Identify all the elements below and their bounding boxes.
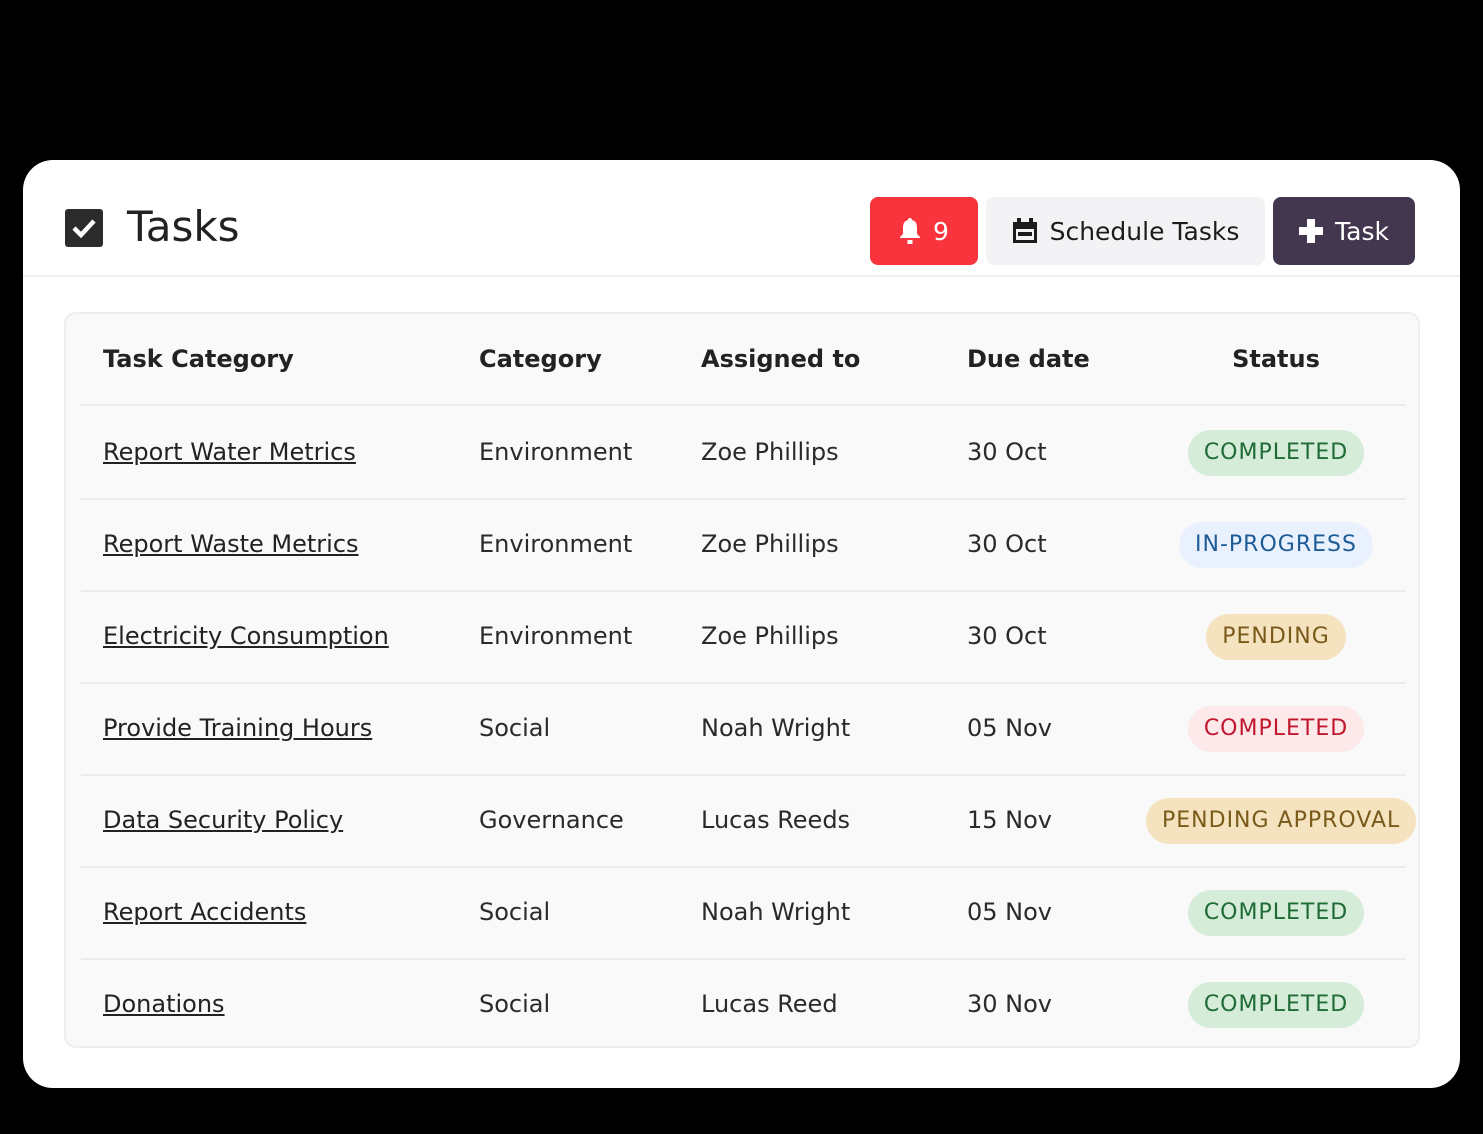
assigned-cell: Lucas Reeds [701,806,851,834]
bell-icon [900,218,921,244]
column-header: Category [479,345,602,373]
category-cell: Environment [479,530,633,558]
assigned-cell: Zoe Phillips [701,438,839,466]
status-badge: PENDING APPROVAL [1146,798,1417,844]
card-header: Tasks 9 Schedule Tasks Task [23,160,1460,277]
category-cell: Social [479,990,551,1018]
table-row: Donations Social Lucas Reed 30 Nov COMPL… [81,958,1406,1050]
category-cell: Social [479,898,551,926]
status-badge: COMPLETED [1187,706,1365,752]
task-link[interactable]: Report Water Metrics [103,438,356,466]
category-cell: Social [479,714,551,742]
status-badge: COMPLETED [1187,982,1365,1028]
category-cell: Environment [479,438,633,466]
column-header: Task Category [103,345,294,373]
due-date-cell: 05 Nov [967,714,1053,742]
notifications-button[interactable]: 9 [870,197,978,265]
status-badge: COMPLETED [1187,430,1365,476]
status-badge: COMPLETED [1187,890,1365,936]
category-cell: Environment [479,622,633,650]
table-header-row: Task Category Category Assigned to Due d… [81,314,1406,406]
notification-count: 9 [933,216,949,246]
tasks-table: Task Category Category Assigned to Due d… [64,312,1420,1048]
column-header: Assigned to [701,345,861,373]
table-row: Provide Training Hours Social Noah Wrigh… [81,682,1406,776]
due-date-cell: 30 Oct [967,530,1047,558]
due-date-cell: 30 Nov [967,990,1053,1018]
assigned-cell: Lucas Reed [701,990,838,1018]
table-row: Report Accidents Social Noah Wright 05 N… [81,866,1406,960]
table-row: Electricity Consumption Environment Zoe … [81,590,1406,684]
table-row: Data Security Policy Governance Lucas Re… [81,774,1417,868]
due-date-cell: 30 Oct [967,438,1047,466]
schedule-tasks-button[interactable]: Schedule Tasks [986,197,1265,265]
table-row: Report Water Metrics Environment Zoe Phi… [81,406,1406,500]
task-link[interactable]: Electricity Consumption [103,622,389,650]
category-cell: Governance [479,806,624,834]
task-link[interactable]: Provide Training Hours [103,714,373,742]
assigned-cell: Zoe Phillips [701,622,839,650]
status-badge: PENDING [1206,614,1346,660]
task-link[interactable]: Data Security Policy [103,806,344,834]
column-header: Due date [967,345,1090,373]
assigned-cell: Zoe Phillips [701,530,839,558]
add-task-label: Task [1335,216,1389,246]
due-date-cell: 30 Oct [967,622,1047,650]
schedule-tasks-label: Schedule Tasks [1049,216,1240,246]
status-badge: IN-PROGRESS [1179,522,1373,568]
assigned-cell: Noah Wright [701,898,851,926]
plus-icon [1299,219,1324,243]
calendar-icon [1012,218,1037,243]
task-link[interactable]: Report Accidents [103,898,307,926]
due-date-cell: 05 Nov [967,898,1053,926]
assigned-cell: Noah Wright [701,714,851,742]
checkbox-icon [65,209,103,247]
add-task-button[interactable]: Task [1273,197,1415,265]
tasks-card: Tasks 9 Schedule Tasks Task Task Categor… [23,160,1460,1088]
page-title: Tasks [127,202,240,251]
task-link[interactable]: Donations [103,990,225,1018]
column-header: Status [1232,345,1320,373]
task-link[interactable]: Report Waste Metrics [103,530,359,558]
due-date-cell: 15 Nov [967,806,1053,834]
table-row: Report Waste Metrics Environment Zoe Phi… [81,498,1406,592]
